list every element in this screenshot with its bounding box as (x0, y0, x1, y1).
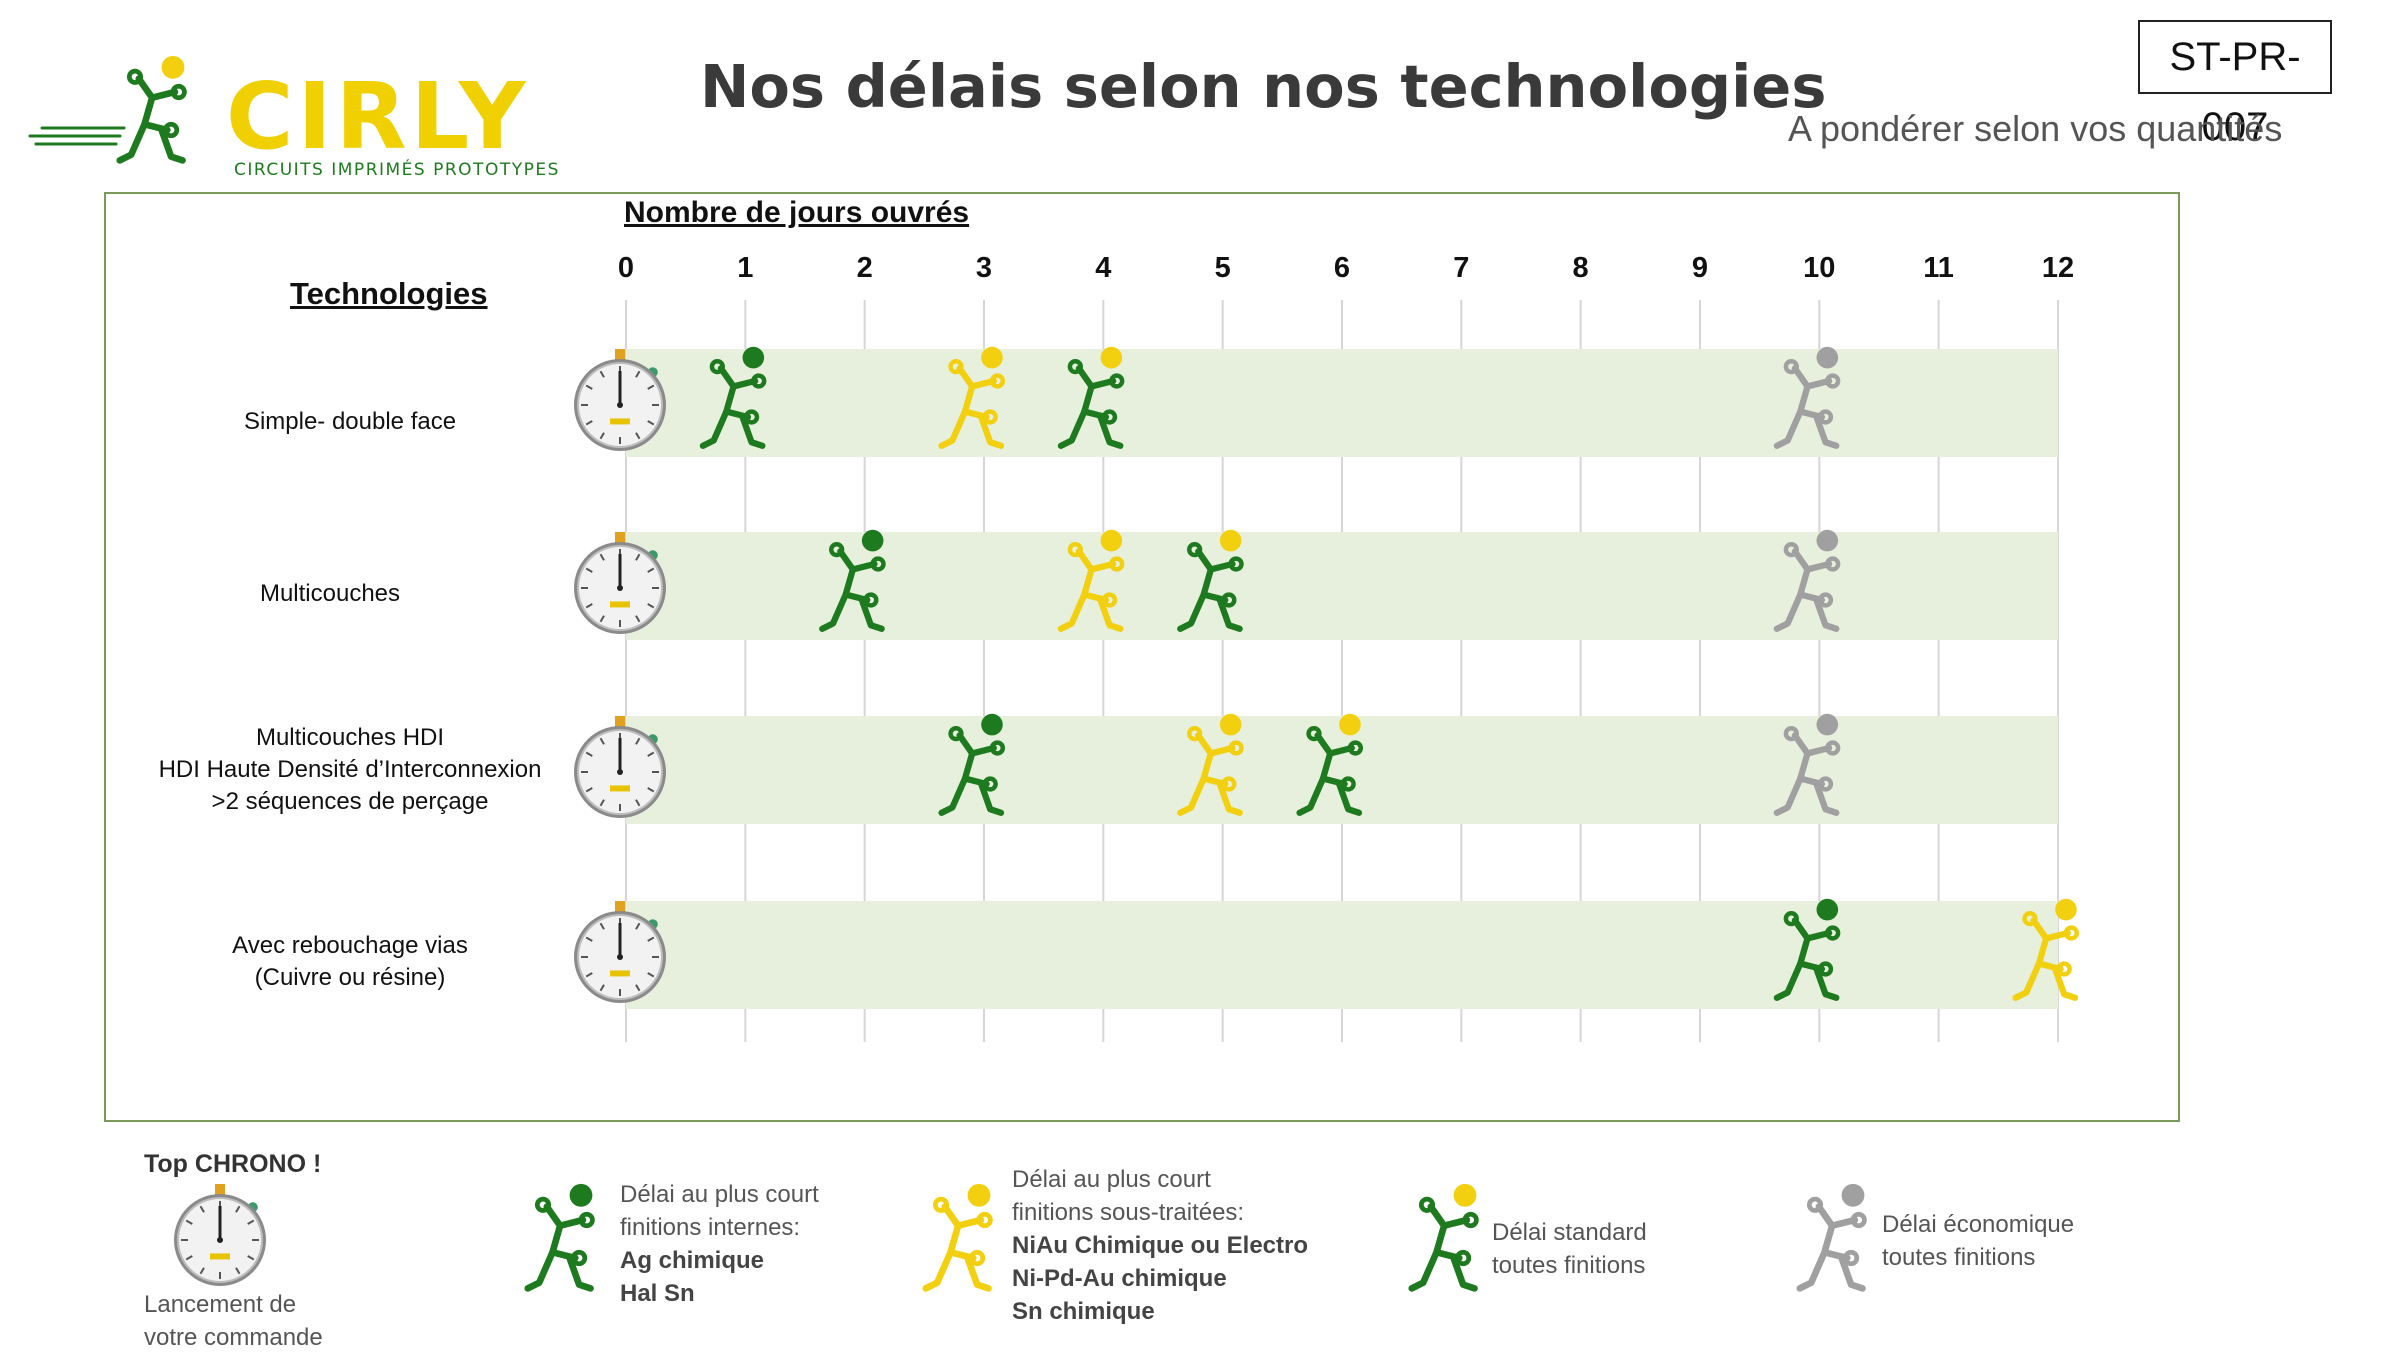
x-tick-label: 12 (2041, 252, 2075, 284)
legend-green-line-2: finitions internes: (620, 1214, 801, 1241)
legend-green-bold-1: Ag chimique (620, 1247, 765, 1274)
legend-stopwatch-icon (174, 1184, 266, 1286)
legend-standard-line-2: toutes finitions (1492, 1252, 1646, 1279)
logo-tagline: CIRCUITS IMPRIMÉS PROTOTYPES (234, 158, 560, 180)
legend-eco-line-1: Délai économique (1882, 1211, 2075, 1238)
marker-runner-green-icon (1057, 346, 1125, 449)
row-stopwatch-icon (574, 349, 666, 451)
x-axis-label: Nombre de jours ouvrés (624, 196, 970, 229)
legend-chrono-title: Top CHRONO ! (144, 1150, 322, 1178)
marker-runner-green-icon (1296, 713, 1364, 816)
row-band (626, 901, 2058, 1009)
legend-green-line-1: Délai au plus court (620, 1181, 819, 1208)
legend-yellow-line-1: Délai au plus court (1012, 1166, 1211, 1193)
legend-stopwatch-face (174, 1184, 266, 1286)
legend-economic-runner-icon (1796, 1183, 1867, 1292)
legend-yellow-bold-3: Sn chimique (1012, 1298, 1155, 1325)
subtitle: A pondérer selon vos quantités (1788, 108, 2283, 149)
cirly-logo: CIRLY CIRCUITS IMPRIMÉS PROTOTYPES (28, 55, 560, 180)
legend-eco-line-2: toutes finitions (1882, 1244, 2036, 1271)
marker-runner-green-icon (938, 713, 1006, 816)
x-tick-label: 3 (975, 252, 993, 284)
legend-standard-runner-icon (1408, 1183, 1479, 1292)
legend-green-runner-icon (524, 1183, 595, 1292)
legend-standard-line-1: Délai standard (1492, 1219, 1647, 1246)
row-stopwatch-icon (574, 532, 666, 634)
x-tick-label: 10 (1803, 252, 1836, 284)
marker-runner-green-icon (1177, 529, 1244, 632)
chart-frame (104, 192, 2180, 1122)
marker-runner-yellow-icon (1177, 713, 1244, 816)
legend-runner-figure (1408, 1183, 1479, 1292)
marker-runner-grey-icon (1773, 346, 1841, 449)
legend-yellow-line-2: finitions sous-traitées: (1012, 1199, 1245, 1226)
marker-runner-green-icon (819, 529, 886, 632)
row-stopwatch-icon (574, 901, 666, 1003)
legend-runner-figure (1796, 1183, 1867, 1292)
legend-yellow-runner-icon (922, 1183, 993, 1292)
y-axis-label: Technologies (290, 276, 488, 311)
row-band (626, 349, 2058, 457)
x-tick-label: 1 (737, 252, 754, 284)
legend-yellow-bold-2: Ni-Pd-Au chimique (1012, 1265, 1227, 1292)
row-band (626, 716, 2058, 824)
x-tick-label: 4 (1095, 252, 1112, 284)
row-label-multicouches: Multicouches (259, 580, 401, 607)
marker-runner-yellow-icon (1057, 529, 1125, 632)
row-label-multicouches-hdi: Multicouches HDI HDI Haute Densité d’Int… (158, 724, 542, 815)
x-tick-label: 7 (1453, 252, 1470, 284)
legend-runner-figure (524, 1183, 595, 1292)
x-tick-label: 9 (1691, 252, 1709, 284)
row-stopwatch-icon (574, 716, 666, 818)
legend-yellow-bold-1: NiAu Chimique ou Electro (1012, 1232, 1309, 1259)
marker-runner-grey-icon (1773, 713, 1841, 816)
logo-wordmark: CIRLY (226, 63, 530, 170)
document-reference: ST-PR-007 (2138, 20, 2332, 149)
legend-runner-figure (922, 1183, 993, 1292)
marker-runner-grey-icon (1773, 529, 1841, 632)
legend-chrono-line-2: votre commande (144, 1324, 323, 1351)
marker-runner-yellow-icon (2012, 898, 2080, 1001)
legend-chrono-line-1: Lancement de (144, 1291, 297, 1318)
page-title: Nos délais selon nos technologies (700, 52, 1827, 121)
x-tick-label: 5 (1214, 252, 1231, 284)
marker-runner-green-icon (699, 346, 767, 449)
x-tick-label: 11 (1923, 252, 1954, 284)
marker-runner-green-icon (1773, 898, 1841, 1001)
marker-runner-yellow-icon (938, 346, 1006, 449)
x-tick-label: 0 (617, 252, 635, 284)
x-tick-label: 8 (1572, 252, 1589, 284)
row-band (626, 532, 2058, 640)
row-label-simple-double-face: Simple- double face (243, 408, 457, 435)
legend-green-bold-2: Hal Sn (620, 1280, 695, 1307)
logo-runner-icon (116, 55, 187, 164)
row-label-rebouchage-vias: Avec rebouchage vias (Cuivre ou résine) (232, 932, 468, 991)
x-tick-label: 2 (856, 252, 873, 284)
x-tick-label: 6 (1333, 252, 1351, 284)
